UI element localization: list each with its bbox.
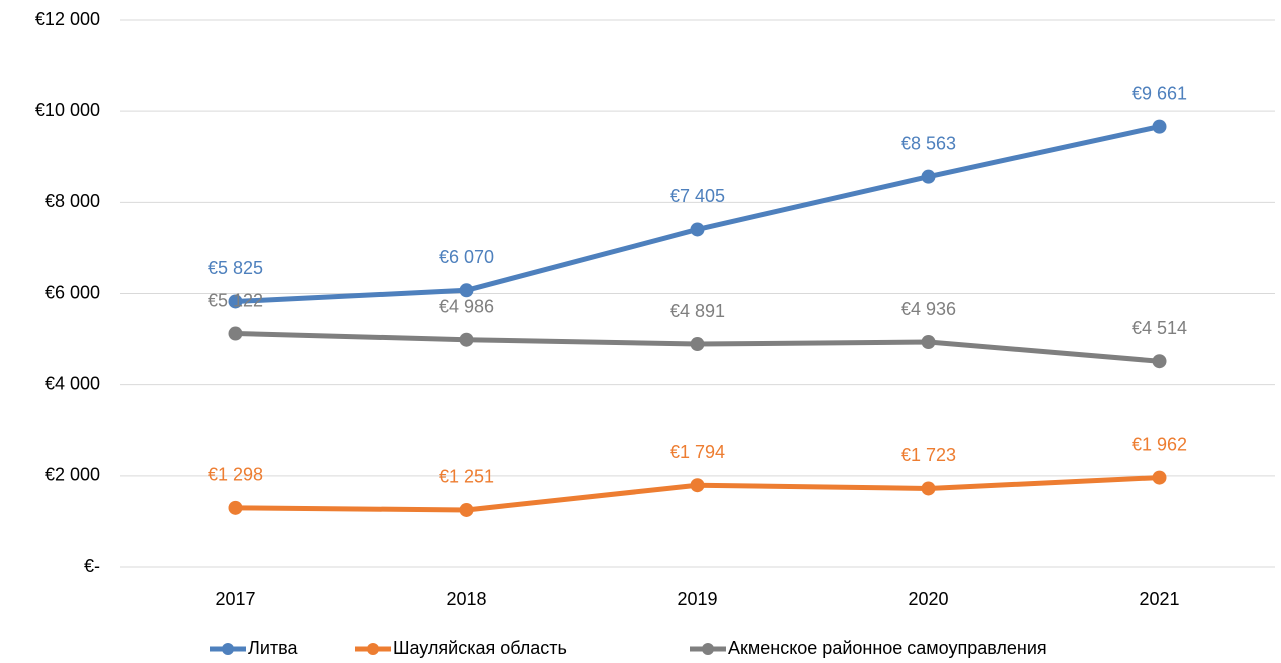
point bbox=[459, 502, 474, 517]
legend-label: Шауляйская область bbox=[393, 638, 567, 658]
legend-marker bbox=[702, 643, 714, 655]
x-tick-label: 2017 bbox=[215, 589, 255, 609]
y-tick-label: €2 000 bbox=[45, 465, 100, 485]
point bbox=[228, 500, 243, 515]
x-tick-label: 2019 bbox=[677, 589, 717, 609]
y-tick-label: €- bbox=[84, 556, 100, 576]
x-tick-label: 2021 bbox=[1139, 589, 1179, 609]
legend-label: Акменское районное самоуправления bbox=[728, 638, 1047, 658]
series-line bbox=[235, 124, 1161, 304]
point bbox=[1152, 354, 1167, 369]
data-label: €1 251 bbox=[439, 467, 494, 487]
point bbox=[690, 337, 705, 352]
data-label: €4 986 bbox=[439, 296, 494, 316]
point bbox=[228, 326, 243, 341]
data-label: €1 298 bbox=[208, 465, 263, 485]
point bbox=[459, 283, 474, 298]
data-label: €1 723 bbox=[901, 445, 956, 465]
point bbox=[690, 222, 705, 237]
data-label: €1 794 bbox=[670, 442, 725, 462]
point bbox=[459, 332, 474, 347]
point bbox=[921, 335, 936, 350]
data-label: €4 936 bbox=[901, 299, 956, 319]
y-tick-label: €12 000 bbox=[35, 9, 100, 29]
y-tick-label: €8 000 bbox=[45, 191, 100, 211]
data-label: €4 891 bbox=[670, 301, 725, 321]
y-tick-label: €6 000 bbox=[45, 282, 100, 302]
data-label: €9 661 bbox=[1132, 83, 1187, 103]
legend-label: Литва bbox=[248, 638, 298, 658]
data-label: €5 825 bbox=[208, 258, 263, 278]
y-tick-label: €10 000 bbox=[35, 100, 100, 120]
data-label: €1 962 bbox=[1132, 434, 1187, 454]
point bbox=[1152, 470, 1167, 485]
point bbox=[228, 294, 243, 309]
legend-marker bbox=[367, 643, 379, 655]
legend-marker bbox=[222, 643, 234, 655]
data-label: €5 122 bbox=[208, 290, 263, 310]
point bbox=[690, 478, 705, 493]
x-tick-label: 2018 bbox=[446, 589, 486, 609]
data-label: €7 405 bbox=[670, 186, 725, 206]
x-tick-label: 2020 bbox=[908, 589, 948, 609]
data-label: €6 070 bbox=[439, 247, 494, 267]
point bbox=[1152, 119, 1167, 134]
data-label: €8 563 bbox=[901, 133, 956, 153]
data-label: €4 514 bbox=[1132, 318, 1187, 338]
y-tick-label: €4 000 bbox=[45, 373, 100, 393]
point bbox=[921, 169, 936, 184]
point bbox=[921, 481, 936, 496]
